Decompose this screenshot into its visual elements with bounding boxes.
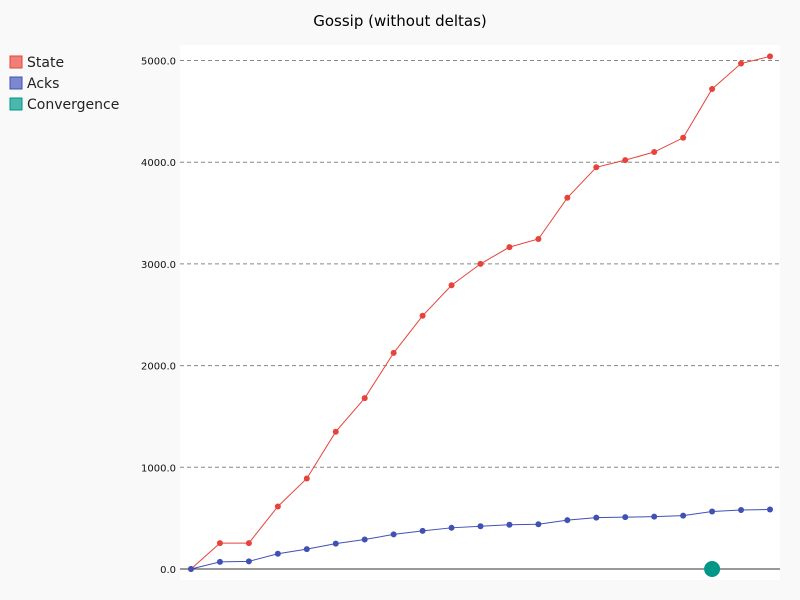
data-point-state bbox=[332, 428, 339, 435]
data-point-acks bbox=[593, 514, 600, 521]
data-point-convergence bbox=[704, 561, 721, 577]
data-point-acks bbox=[738, 507, 745, 514]
data-point-state bbox=[245, 540, 252, 547]
series-layer bbox=[188, 53, 773, 577]
data-point-state bbox=[303, 475, 310, 482]
data-point-state bbox=[535, 235, 542, 242]
legend-item-convergence: Convergence bbox=[9, 97, 119, 113]
series-acks bbox=[188, 506, 773, 572]
data-point-acks bbox=[332, 540, 339, 547]
data-point-acks bbox=[651, 513, 658, 520]
y-tick-label: 2000.0 bbox=[141, 362, 176, 373]
data-point-acks bbox=[564, 517, 571, 524]
data-point-state bbox=[709, 85, 716, 92]
data-point-state bbox=[216, 540, 223, 547]
data-point-state bbox=[622, 157, 629, 164]
data-point-acks bbox=[390, 531, 397, 538]
y-tick-label: 0.0 bbox=[160, 565, 176, 576]
data-point-state bbox=[593, 164, 600, 171]
legend-label: Convergence bbox=[27, 97, 119, 113]
y-tick-label: 1000.0 bbox=[141, 463, 176, 474]
data-point-acks bbox=[245, 558, 252, 565]
data-point-state bbox=[448, 282, 455, 289]
data-point-acks bbox=[767, 506, 773, 513]
series-convergence bbox=[704, 561, 721, 577]
data-point-acks bbox=[477, 523, 484, 530]
data-point-acks bbox=[680, 512, 687, 519]
legend-swatch bbox=[9, 97, 23, 111]
data-point-state bbox=[419, 312, 426, 319]
plot-area bbox=[180, 45, 780, 580]
legend-label: State bbox=[27, 55, 64, 71]
legend-label: Acks bbox=[27, 76, 59, 92]
data-point-acks bbox=[622, 514, 629, 521]
data-point-state bbox=[738, 60, 745, 67]
grid bbox=[180, 60, 780, 570]
data-point-acks bbox=[709, 508, 716, 515]
data-point-state bbox=[390, 349, 397, 356]
legend-item-state: State bbox=[9, 55, 64, 71]
y-tick-label: 3000.0 bbox=[141, 260, 176, 271]
y-axis: 0.0 1000.0 2000.0 3000.0 4000.0 5000.0 bbox=[141, 57, 176, 577]
y-tick-label: 5000.0 bbox=[141, 57, 176, 68]
data-point-acks bbox=[506, 521, 513, 528]
data-point-state bbox=[274, 503, 281, 510]
y-tick-label: 4000.0 bbox=[141, 158, 176, 169]
data-point-acks bbox=[419, 527, 426, 534]
legend-swatch bbox=[9, 55, 23, 69]
data-point-acks bbox=[274, 550, 281, 557]
data-point-state bbox=[564, 194, 571, 201]
chart-title: Gossip (without deltas) bbox=[313, 12, 487, 30]
legend-item-acks: Acks bbox=[9, 76, 59, 92]
data-point-acks bbox=[188, 566, 194, 572]
data-point-state bbox=[477, 260, 484, 267]
data-point-acks bbox=[303, 546, 310, 553]
data-point-state bbox=[651, 149, 658, 156]
legend-swatch bbox=[9, 76, 23, 90]
data-point-acks bbox=[535, 521, 542, 528]
data-point-acks bbox=[216, 558, 223, 565]
data-point-acks bbox=[448, 524, 455, 531]
data-point-state bbox=[506, 244, 513, 251]
data-point-acks bbox=[361, 536, 368, 543]
data-point-state bbox=[767, 53, 773, 60]
data-point-state bbox=[361, 395, 368, 402]
data-point-state bbox=[680, 134, 687, 141]
legend: State Acks Convergence bbox=[9, 55, 119, 113]
